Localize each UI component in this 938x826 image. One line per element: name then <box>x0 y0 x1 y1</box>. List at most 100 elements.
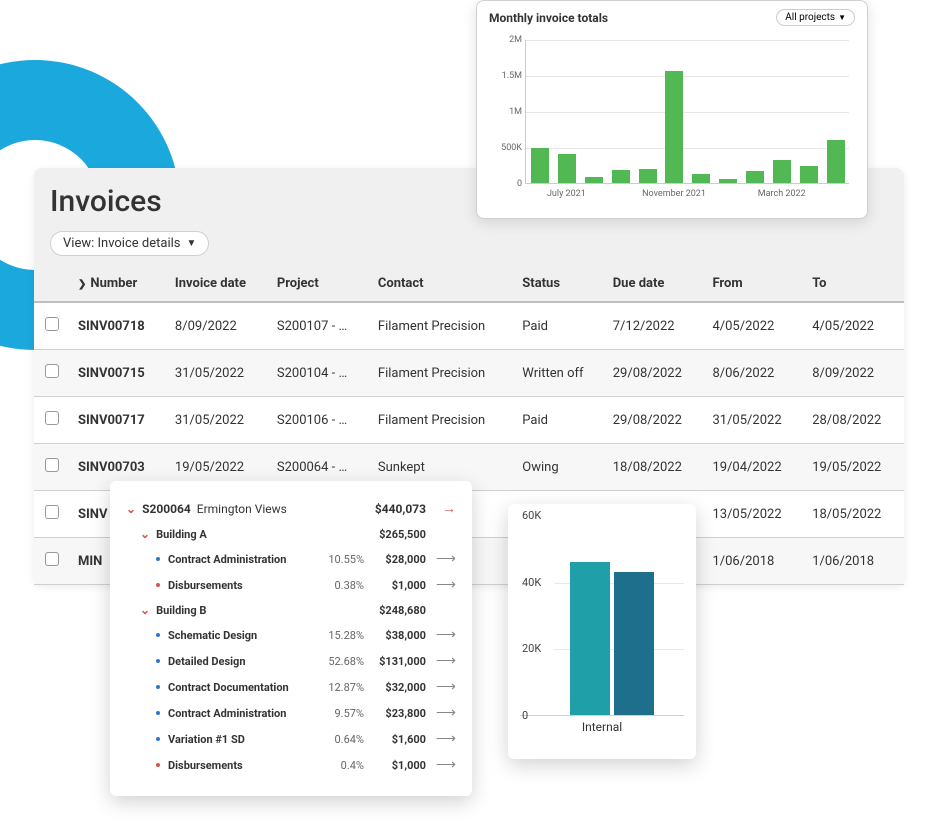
cell-to: 28/08/2022 <box>804 397 904 444</box>
breakdown-total: $440,073 <box>375 502 426 516</box>
cell-status: Paid <box>514 397 604 444</box>
bar[interactable] <box>719 179 737 183</box>
row-checkbox[interactable] <box>45 505 59 519</box>
bar[interactable] <box>558 154 576 183</box>
dot-icon <box>156 737 160 741</box>
slider-icon[interactable]: ⟶ <box>426 577 456 593</box>
y-tick-label: 500K <box>492 143 522 153</box>
bar[interactable] <box>531 148 549 183</box>
cell-to: 4/05/2022 <box>804 302 904 350</box>
monthly-bar-chart: 0500K1M1.5M2MJuly 2021November 2021March… <box>489 36 855 206</box>
bar[interactable] <box>800 166 818 183</box>
row-checkbox[interactable] <box>45 552 59 566</box>
cell-contact[interactable]: Filament Precision <box>370 302 514 350</box>
cell-contact[interactable]: Filament Precision <box>370 397 514 444</box>
bar[interactable] <box>614 572 654 715</box>
line-pct: 10.55% <box>314 553 364 566</box>
cell-to: 19/05/2022 <box>804 444 904 491</box>
dot-icon <box>156 763 160 767</box>
cell-invoice-date: 8/09/2022 <box>167 302 269 350</box>
cell-project[interactable]: S200106 - … <box>269 397 370 444</box>
chevron-down-icon[interactable]: ⌄ <box>140 603 150 617</box>
line-pct: 0.64% <box>314 733 364 746</box>
cell-to: 1/06/2018 <box>804 538 904 585</box>
cell-from: 19/04/2022 <box>704 444 804 491</box>
y-tick-label: 0 <box>492 179 522 189</box>
bar[interactable] <box>612 170 630 183</box>
line-name: Disbursements <box>168 759 314 772</box>
cell-status: Written off <box>514 350 604 397</box>
cell-number: SINV00718 <box>70 302 167 350</box>
line-name: Detailed Design <box>168 655 314 668</box>
y-tick-label: 1M <box>492 107 522 117</box>
col-project[interactable]: Project <box>269 266 370 302</box>
cell-from: 13/05/2022 <box>704 491 804 538</box>
mini-bar-chart: 020K40K60K <box>520 516 684 716</box>
cell-status: Owing <box>514 444 604 491</box>
bar[interactable] <box>692 174 710 183</box>
bar[interactable] <box>827 140 845 183</box>
row-checkbox[interactable] <box>45 317 59 331</box>
slider-icon[interactable]: ⟶ <box>426 653 456 669</box>
breakdown-line: Schematic Design15.28%$38,000⟶ <box>126 622 456 648</box>
breakdown-line: Contract Administration9.57%$23,800⟶ <box>126 700 456 726</box>
bar[interactable] <box>639 169 657 183</box>
bar[interactable] <box>570 562 610 715</box>
arrow-right-icon[interactable]: → <box>426 500 456 517</box>
cell-from: 8/06/2022 <box>704 350 804 397</box>
cell-from: 31/05/2022 <box>704 397 804 444</box>
x-tick-label: March 2022 <box>758 189 806 199</box>
dot-icon <box>156 659 160 663</box>
col-due-date[interactable]: Due date <box>605 266 705 302</box>
y-tick-label: 0 <box>522 709 528 722</box>
dot-icon <box>156 583 160 587</box>
slider-icon[interactable]: ⟶ <box>426 679 456 695</box>
monthly-chart-card: Monthly invoice totals All projects▼ 050… <box>476 0 868 219</box>
slider-icon[interactable]: ⟶ <box>426 551 456 567</box>
line-amount: $1,600 <box>364 733 426 746</box>
row-checkbox[interactable] <box>45 411 59 425</box>
line-name: Contract Documentation <box>168 681 314 694</box>
col-contact[interactable]: Contact <box>370 266 514 302</box>
chevron-down-icon[interactable]: ⌄ <box>140 527 150 541</box>
bar[interactable] <box>773 160 791 183</box>
col-to[interactable]: To <box>804 266 904 302</box>
cell-due-date: 29/08/2022 <box>605 397 705 444</box>
cell-due-date: 7/12/2022 <box>605 302 705 350</box>
row-checkbox[interactable] <box>45 364 59 378</box>
dot-icon <box>156 557 160 561</box>
slider-icon[interactable]: ⟶ <box>426 705 456 721</box>
cell-number: SINV00715 <box>70 350 167 397</box>
col-invoice-date[interactable]: Invoice date <box>167 266 269 302</box>
breakdown-line: Disbursements0.4%$1,000⟶ <box>126 752 456 778</box>
line-name: Variation #1 SD <box>168 733 314 746</box>
dot-icon <box>156 633 160 637</box>
table-row[interactable]: SINV00717 31/05/2022 S200106 - … Filamen… <box>34 397 904 444</box>
col-status[interactable]: Status <box>514 266 604 302</box>
view-selector[interactable]: View: Invoice details ▼ <box>50 231 209 256</box>
slider-icon[interactable]: ⟶ <box>426 731 456 747</box>
col-number[interactable]: ❯Number <box>70 266 167 302</box>
bar[interactable] <box>585 177 603 183</box>
y-tick-label: 2M <box>492 35 522 45</box>
chart-filter-dropdown[interactable]: All projects▼ <box>776 9 855 26</box>
col-from[interactable]: From <box>704 266 804 302</box>
line-pct: 0.38% <box>314 579 364 592</box>
chevron-down-icon[interactable]: ⌄ <box>126 502 136 516</box>
table-row[interactable]: SINV00715 31/05/2022 S200104 - … Filamen… <box>34 350 904 397</box>
line-amount: $23,800 <box>364 707 426 720</box>
slider-icon[interactable]: ⟶ <box>426 757 456 773</box>
cell-project[interactable]: S200104 - … <box>269 350 370 397</box>
bar[interactable] <box>665 71 683 183</box>
bar[interactable] <box>746 171 764 183</box>
cell-project[interactable]: S200107 - … <box>269 302 370 350</box>
cell-contact[interactable]: Filament Precision <box>370 350 514 397</box>
line-name: Contract Administration <box>168 553 314 566</box>
cell-due-date: 29/08/2022 <box>605 350 705 397</box>
x-tick-label: July 2021 <box>547 189 586 199</box>
table-row[interactable]: SINV00718 8/09/2022 S200107 - … Filament… <box>34 302 904 350</box>
cell-to: 18/05/2022 <box>804 491 904 538</box>
slider-icon[interactable]: ⟶ <box>426 627 456 643</box>
line-pct: 0.4% <box>314 759 364 772</box>
row-checkbox[interactable] <box>45 458 59 472</box>
